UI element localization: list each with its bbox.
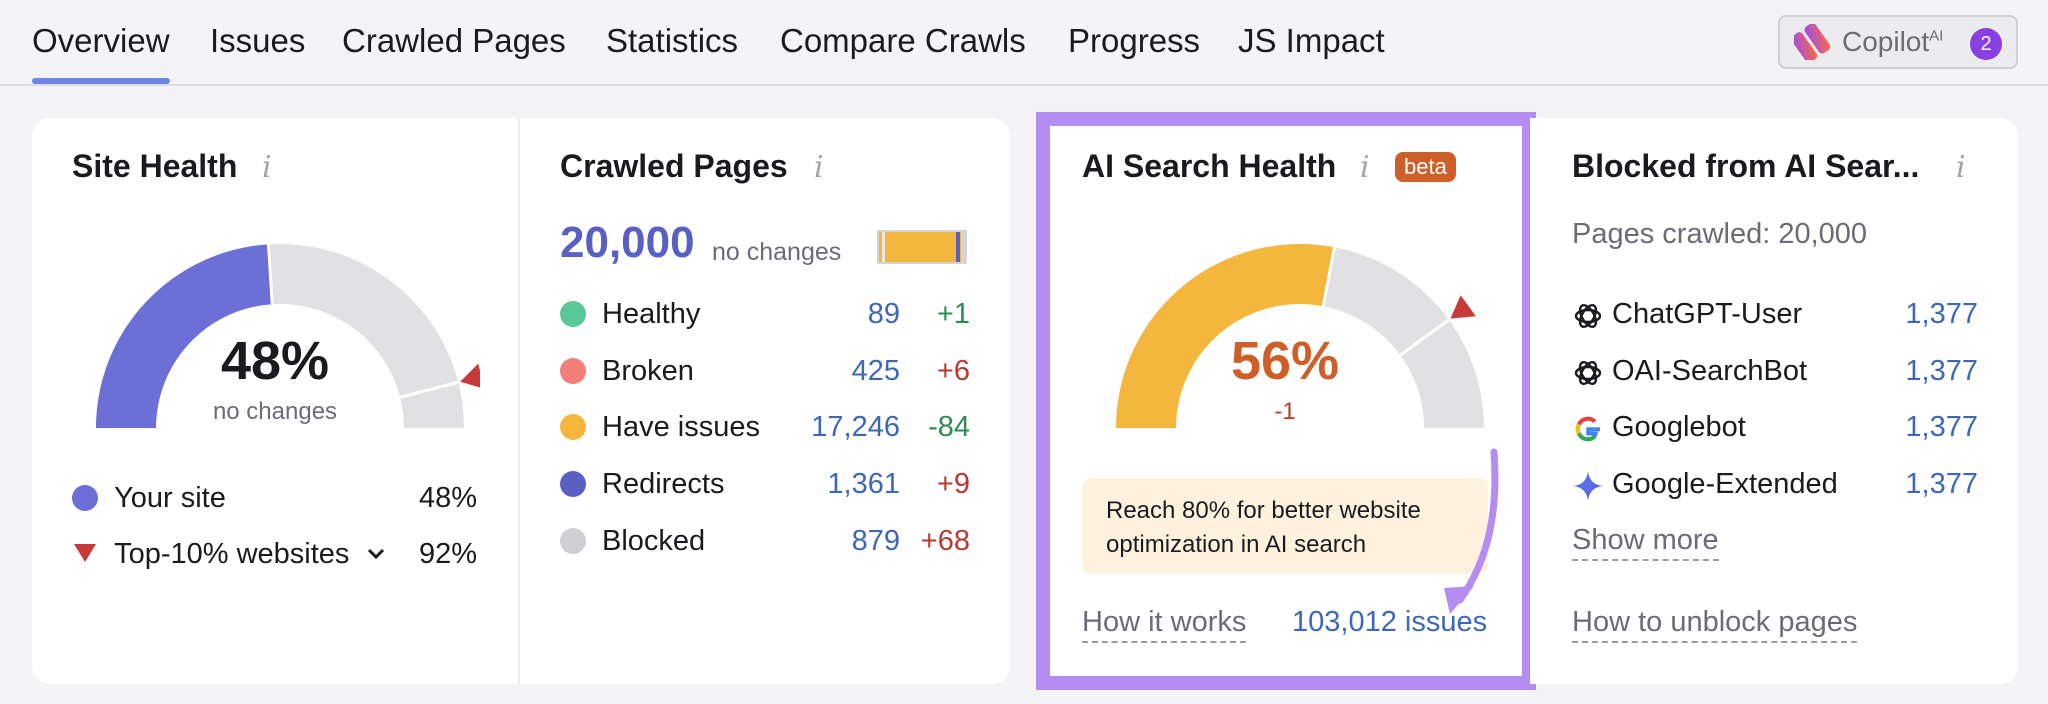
tab-statistics[interactable]: Statistics	[606, 22, 739, 59]
copilot-button[interactable]: CopilotAI 2	[1778, 15, 2018, 69]
target-marker-icon	[1450, 295, 1476, 319]
overview-card-left	[32, 118, 1010, 684]
bot-row-googlebot: Googlebot 1,377	[1572, 411, 1978, 447]
legend-top-10-value: 92%	[418, 538, 477, 570]
row-delta: +9	[936, 468, 970, 500]
blocked-card	[1530, 118, 2018, 684]
tab-crawled-pages[interactable]: Crawled Pages	[342, 22, 566, 59]
ai-search-health-gauge	[1116, 244, 1484, 428]
bot-name: Googlebot	[1612, 411, 1746, 443]
ai-search-health-title: AI Search Health	[1082, 148, 1337, 184]
site-health-title: Site Health	[72, 148, 238, 184]
crawled-row-redirects[interactable]: Redirects 1,361 +9	[560, 468, 970, 504]
ai-tip-box: Reach 80% for better website optimizatio…	[1082, 478, 1488, 574]
copilot-icon	[1794, 24, 1830, 60]
site-health-change: no changes	[212, 398, 338, 425]
ai-search-health-delta: -1	[1274, 398, 1296, 425]
crawled-pages-total[interactable]: 20,000	[560, 218, 695, 267]
blocked-dot	[560, 528, 586, 554]
row-value[interactable]: 17,246	[811, 411, 900, 443]
row-delta: -84	[928, 411, 970, 443]
redirects-dot	[560, 471, 586, 497]
bot-value[interactable]: 1,377	[1905, 355, 1978, 387]
tab-issues[interactable]: Issues	[210, 22, 306, 59]
legend-your-site: Your site 48%	[72, 482, 477, 515]
google-icon	[1575, 416, 1600, 442]
beta-badge: beta	[1395, 152, 1456, 182]
arrow-down-icon	[1444, 448, 1499, 614]
show-more-link[interactable]: Show more	[1572, 524, 1719, 561]
bot-value[interactable]: 1,377	[1905, 468, 1978, 500]
bot-row-google-extended: Google-Extended 1,377	[1572, 468, 1978, 504]
site-health-info-icon[interactable]: i	[262, 150, 272, 185]
how-it-works-link[interactable]: How it works	[1082, 606, 1247, 643]
blocked-info-icon[interactable]: i	[1956, 150, 1966, 185]
legend-your-site-value: 48%	[418, 482, 477, 514]
row-value[interactable]: 89	[867, 298, 900, 330]
tab-progress[interactable]: Progress	[1068, 22, 1201, 59]
site-health-value: 48%	[220, 331, 330, 391]
ai-search-health-value: 56%	[1230, 331, 1340, 391]
tab-js-impact[interactable]: JS Impact	[1238, 22, 1385, 59]
blocked-title: Blocked from AI Sear...	[1572, 148, 1920, 184]
ai-search-health-info-icon[interactable]: i	[1360, 150, 1370, 185]
top-navigation: Overview Issues Crawled Pages Statistics…	[0, 0, 2048, 86]
openai-icon	[1574, 360, 1602, 386]
row-label: Redirects	[602, 468, 725, 500]
openai-icon	[1574, 303, 1602, 329]
how-to-unblock-link[interactable]: How to unblock pages	[1572, 606, 1858, 643]
row-label: Broken	[602, 355, 694, 387]
bot-name: OAI-SearchBot	[1612, 355, 1808, 387]
healthy-dot	[560, 301, 586, 327]
row-delta: +1	[936, 298, 970, 330]
broken-dot	[560, 358, 586, 384]
row-value[interactable]: 425	[851, 355, 900, 387]
row-value[interactable]: 1,361	[827, 468, 900, 500]
crawled-pages-mini-bar	[877, 230, 967, 264]
legend-top-10-label[interactable]: Top-10% websites	[114, 538, 350, 570]
tab-compare-crawls[interactable]: Compare Crawls	[780, 22, 1026, 59]
have-issues-dot	[560, 414, 586, 440]
crawled-pages-info-icon[interactable]: i	[814, 150, 824, 185]
copilot-count-badge: 2	[1970, 28, 2002, 60]
bot-row-oai-searchbot: OAI-SearchBot 1,377	[1572, 355, 1978, 391]
row-value[interactable]: 879	[851, 525, 900, 557]
crawled-row-blocked[interactable]: Blocked 879 +68	[560, 525, 970, 561]
pages-crawled-text: Pages crawled: 20,000	[1572, 218, 1868, 250]
bot-value[interactable]: 1,377	[1905, 298, 1978, 330]
crawled-pages-change: no changes	[712, 238, 842, 266]
bot-row-chatgpt-user: ChatGPT-User 1,377	[1572, 298, 1978, 334]
crawled-row-broken[interactable]: Broken 425 +6	[560, 355, 970, 391]
row-delta: +68	[920, 525, 970, 557]
legend-your-site-label: Your site	[114, 482, 226, 514]
copilot-label: CopilotAI	[1842, 26, 1944, 57]
row-label: Blocked	[602, 525, 706, 557]
chevron-down-icon[interactable]	[365, 543, 387, 565]
bot-value[interactable]: 1,377	[1905, 411, 1978, 443]
bot-name: Google-Extended	[1612, 468, 1838, 500]
row-delta: +6	[936, 355, 970, 387]
crawled-row-healthy[interactable]: Healthy 89 +1	[560, 298, 970, 334]
benchmark-marker-icon	[460, 363, 480, 388]
crawled-row-have-issues[interactable]: Have issues 17,246 -84	[560, 411, 970, 447]
card-divider	[518, 118, 520, 684]
row-label: Healthy	[602, 298, 701, 330]
site-health-gauge	[96, 244, 480, 428]
triangle-down-icon	[74, 544, 96, 562]
legend-top-10: Top-10% websites 92%	[72, 538, 477, 571]
your-site-dot	[72, 485, 98, 511]
tab-overview[interactable]: Overview	[32, 22, 170, 84]
row-label: Have issues	[602, 411, 760, 443]
gemini-icon	[1573, 471, 1603, 501]
ai-issues-link[interactable]: 103,012 issues	[1292, 606, 1488, 638]
bot-name: ChatGPT-User	[1612, 298, 1803, 330]
crawled-pages-title: Crawled Pages	[560, 148, 788, 184]
